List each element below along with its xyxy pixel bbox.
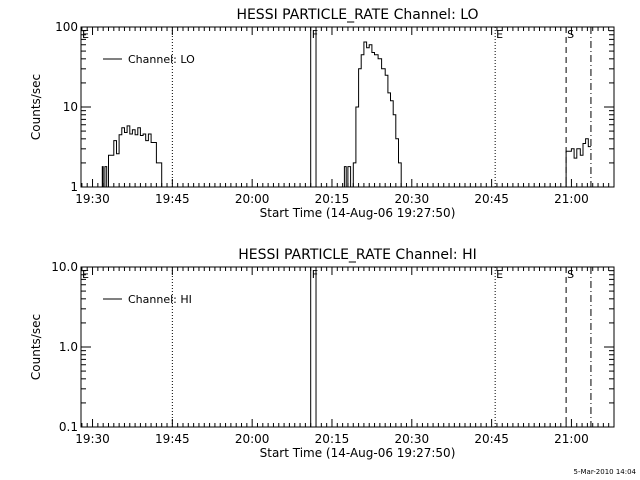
- x-tick-label: 19:30: [75, 432, 110, 446]
- y-tick-label: 100: [55, 20, 78, 34]
- series-line: [343, 41, 404, 188]
- event-marker-label: F: [312, 268, 318, 281]
- y-axis-label: Counts/sec: [29, 74, 43, 140]
- x-tick-label: 20:45: [474, 432, 509, 446]
- panel-hi-channel: HESSI PARTICLE_RATE Channel: HI 19:30 19:4…: [29, 247, 615, 460]
- y-tick-label: 10.0: [51, 260, 78, 274]
- x-tick-label: 20:00: [235, 432, 270, 446]
- x-tick-label: 20:15: [315, 432, 350, 446]
- x-tick-label: 20:30: [395, 432, 430, 446]
- chart-title: HESSI PARTICLE_RATE Channel: LO: [236, 7, 478, 23]
- event-marker-label: S: [567, 268, 574, 281]
- y-tick-label: 0.1: [59, 420, 78, 434]
- y-axis-label: Counts/sec: [29, 314, 43, 380]
- x-tick-label: 20:00: [235, 192, 270, 206]
- event-marker-label: E: [496, 28, 503, 41]
- chart-title: HESSI PARTICLE_RATE Channel: HI: [238, 247, 476, 263]
- x-tick-label: 21:00: [554, 432, 589, 446]
- event-marker-label: S: [567, 28, 574, 41]
- x-axis-label: Start Time (14-Aug-06 19:27:50): [260, 206, 456, 220]
- series-line: [101, 125, 166, 188]
- event-marker-label: E: [82, 268, 89, 281]
- x-tick-label: 19:45: [155, 192, 190, 206]
- x-tick-label: 19:45: [155, 432, 190, 446]
- legend-label: Channel: LO: [128, 53, 195, 66]
- x-tick-label: 19:30: [75, 192, 110, 206]
- y-tick-label: 1.0: [59, 340, 78, 354]
- series-line: [565, 138, 591, 187]
- panel-lo-channel: HESSI PARTICLE_RATE Channel: LO 19:30 19:4…: [29, 7, 615, 220]
- footer-timestamp: 5-Mar-2010 14:04: [574, 468, 637, 476]
- x-tick-label: 20:15: [315, 192, 350, 206]
- event-marker-label: E: [82, 28, 89, 41]
- event-marker-label: E: [496, 268, 503, 281]
- x-axis-label: Start Time (14-Aug-06 19:27:50): [260, 446, 456, 460]
- y-tick-label: 1: [70, 180, 78, 194]
- event-marker-label: F: [312, 28, 318, 41]
- y-tick-label: 10: [63, 100, 78, 114]
- x-tick-label: 20:30: [395, 192, 430, 206]
- legend-label: Channel: HI: [128, 293, 192, 306]
- plot-frame: [80, 266, 615, 428]
- x-tick-label: 20:45: [474, 192, 509, 206]
- x-tick-label: 21:00: [554, 192, 589, 206]
